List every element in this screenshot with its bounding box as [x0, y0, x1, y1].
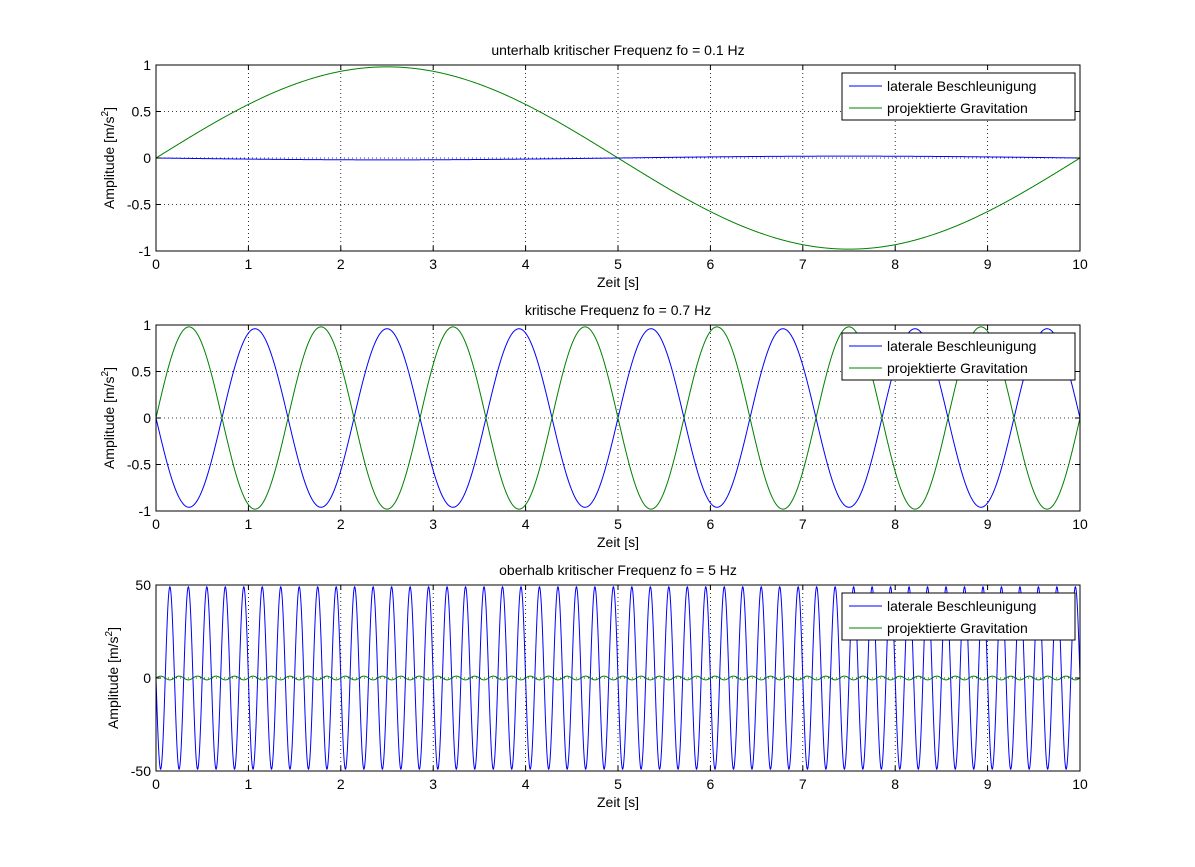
- legend-box: [841, 592, 1076, 641]
- y-tick-label: 0: [143, 410, 151, 426]
- x-tick-label: 9: [984, 256, 992, 272]
- y-axis-label: Amplitude [m/s2]: [100, 107, 117, 209]
- legend-label: laterale Beschleunigung: [887, 78, 1036, 94]
- x-tick-label: 5: [614, 516, 622, 532]
- y-tick-label: -0.5: [127, 197, 151, 213]
- x-tick-label: 9: [984, 516, 992, 532]
- legend-box: [841, 72, 1076, 121]
- y-tick-label: 50: [135, 577, 151, 593]
- x-tick-label: 1: [245, 516, 253, 532]
- x-tick-label: 3: [429, 516, 437, 532]
- subplot-1: 0 1 2 3 4 5 6 7 8 9 10 -1 -0.5 0 0.5 1 unterhalb kritisc…: [100, 42, 1088, 290]
- x-tick-label: 7: [799, 516, 807, 532]
- legend: laterale Beschleunigung projektierte Grav…: [841, 592, 1076, 641]
- x-tick-label: 3: [429, 256, 437, 272]
- x-tick-label: 9: [984, 776, 992, 792]
- legend-box: [841, 332, 1076, 381]
- chart-title: oberhalb kritischer Frequenz fo = 5 Hz: [499, 562, 737, 578]
- x-tick-label: 8: [891, 776, 899, 792]
- chart-title: kritische Frequenz fo = 0.7 Hz: [525, 302, 711, 318]
- x-tick-label: 6: [707, 516, 715, 532]
- series-line-projektierte-gravitation: [155, 326, 1081, 510]
- legend-label: projektierte Gravitation: [887, 100, 1028, 116]
- subplot-2: 0 1 2 3 4 5 6 7 8 9 10 -1 -0.5 0 0.5 1 kritische Frequen…: [100, 302, 1088, 550]
- series-line-projektierte-gravitation: [155, 66, 1081, 250]
- x-tick-label: 3: [429, 776, 437, 792]
- x-tick-label: 5: [614, 776, 622, 792]
- x-tick-label: 8: [891, 516, 899, 532]
- y-axis-label: Amplitude [m/s2]: [104, 627, 121, 729]
- y-tick-label: 0.5: [132, 104, 152, 120]
- x-tick-label: 0: [152, 516, 160, 532]
- x-tick-label: 4: [522, 776, 530, 792]
- x-tick-label: 10: [1072, 776, 1088, 792]
- x-tick-label: 7: [799, 776, 807, 792]
- x-tick-label: 8: [891, 256, 899, 272]
- series-line-projektierte-gravitation: [155, 675, 1081, 681]
- x-axis-label: Zeit [s]: [597, 794, 639, 810]
- y-tick-label: -0.5: [127, 457, 151, 473]
- y-axis-label: Amplitude [m/s2]: [100, 367, 117, 469]
- x-tick-label: 10: [1072, 516, 1088, 532]
- y-tick-label: 0: [143, 150, 151, 166]
- legend-label: laterale Beschleunigung: [887, 598, 1036, 614]
- x-axis-label: Zeit [s]: [597, 274, 639, 290]
- x-tick-label: 0: [152, 776, 160, 792]
- legend: laterale Beschleunigung projektierte Grav…: [841, 332, 1076, 381]
- x-axis-label: Zeit [s]: [597, 534, 639, 550]
- x-tick-label: 1: [245, 256, 253, 272]
- y-tick-label: -50: [131, 763, 151, 779]
- x-tick-label: 2: [337, 516, 345, 532]
- y-tick-label: 0.5: [132, 364, 152, 380]
- chart-title: unterhalb kritischer Frequenz fo = 0.1 H…: [491, 42, 744, 58]
- x-tick-label: 2: [337, 776, 345, 792]
- legend-label: laterale Beschleunigung: [887, 338, 1036, 354]
- x-tick-label: 1: [245, 776, 253, 792]
- legend: laterale Beschleunigung projektierte Grav…: [841, 72, 1076, 121]
- x-tick-label: 0: [152, 256, 160, 272]
- x-tick-label: 6: [707, 256, 715, 272]
- x-tick-label: 7: [799, 256, 807, 272]
- y-tick-label: -1: [139, 503, 152, 519]
- y-tick-label: 1: [143, 57, 151, 73]
- x-tick-label: 6: [707, 776, 715, 792]
- x-tick-label: 4: [522, 256, 530, 272]
- legend-label: projektierte Gravitation: [887, 360, 1028, 376]
- x-tick-label: 5: [614, 256, 622, 272]
- y-tick-label: 1: [143, 317, 151, 333]
- y-tick-label: 0: [143, 670, 151, 686]
- x-tick-label: 2: [337, 256, 345, 272]
- x-tick-label: 4: [522, 516, 530, 532]
- x-tick-label: 10: [1072, 256, 1088, 272]
- y-tick-label: -1: [139, 243, 152, 259]
- legend-label: projektierte Gravitation: [887, 620, 1028, 636]
